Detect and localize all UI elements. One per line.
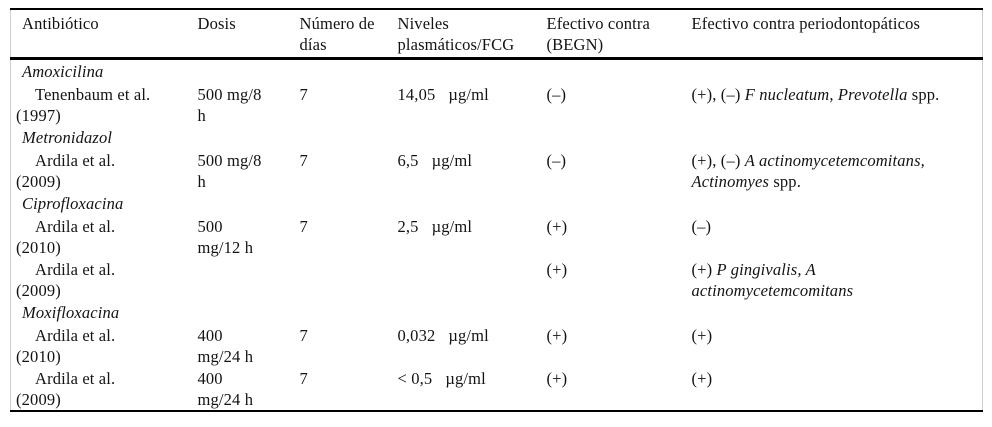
days-cell: 7 [299, 85, 308, 104]
days-cell: 7 [299, 151, 308, 170]
effect-text: (–) [691, 217, 712, 236]
periodonto-effect-cell: (+) [692, 324, 983, 367]
antibiotic-name: Moxifloxacina [22, 303, 120, 322]
begn-effect-cell: (–) [546, 151, 567, 170]
days-cell: 7 [299, 326, 308, 345]
col-header-niveles-plasmaticos: Niveles plasmáticos/FCG [397, 9, 547, 60]
study-row: Ardila et al. (2010) 500 mg/12 h 7 2,5 µg/ml… [11, 215, 983, 258]
antibiotic-name: Amoxicilina [22, 62, 104, 81]
level-value: 2,5 [397, 217, 419, 236]
dose-cell: 400 mg/24 h [197, 326, 254, 366]
begn-effect-cell: (+) [546, 217, 568, 236]
antibiotic-group-row: Moxifloxacina [11, 301, 983, 324]
study-row: Ardila et al. (2009) 500 mg/8 h 7 6,5 µg/ml (… [11, 149, 983, 192]
antibiotic-group-row: Metronidazol [11, 126, 983, 149]
dose-cell: 500 mg/8 h [197, 151, 262, 191]
study-author-cell: Ardila et al. (2010) [16, 326, 116, 366]
col-header-efectivo-begn: Efectivo contra (BEGN) [546, 9, 692, 60]
begn-effect-cell: (–) [546, 85, 567, 104]
study-author-cell: Tenenbaum et al. (1997) [16, 85, 151, 125]
periodonto-effect-cell: (+) [692, 367, 983, 411]
study-author-cell: Ardila et al. (2009) [16, 369, 116, 409]
table-header: Antibiótico Dosis Número de días Niveles… [10, 9, 983, 60]
dose-cell: 500 mg/8 h [197, 85, 262, 125]
header-row: Antibiótico Dosis Número de días Niveles… [10, 9, 983, 60]
study-author-cell: Ardila et al. (2010) [16, 217, 116, 257]
plasma-level-cell: 0,032 µg/ml [398, 324, 547, 367]
periodonto-effect-cell: (+) P gingivalis, A actinomycetemcomitan… [692, 258, 983, 301]
periodonto-effect-cell: (+), (–) A actinomycetemcomitans, Actino… [692, 149, 983, 192]
days-cell: 7 [299, 369, 308, 388]
effect-text: (+) [691, 369, 713, 388]
species-name: F nucleatum, Prevotella [744, 85, 908, 104]
level-unit: µg/ml [431, 217, 473, 236]
effect-text: spp. [769, 171, 801, 191]
study-author-cell: Ardila et al. (2009) [16, 260, 116, 300]
dose-cell: 400 mg/24 h [197, 369, 254, 409]
level-value: 14,05 [397, 85, 436, 104]
antibiotic-group-row: Amoxicilina [11, 59, 983, 84]
begn-effect-cell: (+) [546, 326, 568, 345]
level-unit: µg/ml [448, 85, 489, 104]
antibiotics-table: Antibiótico Dosis Número de días Niveles… [10, 8, 983, 412]
effect-text: (+) [691, 326, 713, 345]
col-header-efectivo-periodontopaticos: Efectivo contra periodontopáticos [691, 9, 983, 60]
plasma-level-cell [398, 258, 547, 301]
level-unit: µg/ml [445, 369, 486, 388]
col-header-dosis: Dosis [197, 9, 300, 60]
dose-cell: 500 mg/12 h [197, 217, 254, 257]
plasma-level-cell: 6,5 µg/ml [398, 149, 547, 192]
days-cell [300, 258, 398, 301]
plasma-level-cell: < 0,5 µg/ml [398, 367, 547, 411]
plasma-level-cell: 14,05 µg/ml [398, 83, 547, 126]
col-header-numero-dias: Número de días [299, 9, 398, 60]
species-name: P gingivalis, A actinomycetemcomitans [691, 260, 854, 300]
begn-effect-cell: (+) [546, 260, 568, 279]
level-value: 6,5 [397, 151, 419, 170]
effect-text: spp. [907, 85, 940, 104]
effect-text: (+), (–) [691, 85, 745, 104]
days-cell: 7 [299, 217, 308, 236]
plasma-level-cell: 2,5 µg/ml [398, 215, 547, 258]
study-row: Ardila et al. (2009) 400 mg/24 h 7 < 0,5 µg/… [11, 367, 983, 411]
periodonto-effect-cell: (+), (–) F nucleatum, Prevotella spp. [692, 83, 983, 126]
level-value: < 0,5 [397, 369, 433, 388]
study-row: Ardila et al. (2010) 400 mg/24 h 7 0,032 µg/… [11, 324, 983, 367]
level-unit: µg/ml [431, 151, 473, 170]
antibiotic-group-row: Ciprofloxacina [11, 192, 983, 215]
study-row: Tenenbaum et al. (1997) 500 mg/8 h 7 14,05 µ… [11, 83, 983, 126]
study-row: Ardila et al. (2009) (+) (+) P gingivalis,… [11, 258, 983, 301]
dose-cell [198, 258, 300, 301]
species-name: A actinomycetemcomitans, Actinomyes [691, 151, 925, 191]
effect-text: (+) [691, 260, 717, 279]
level-unit: µg/ml [448, 326, 489, 345]
level-value: 0,032 [397, 326, 436, 345]
effect-text: (+), (–) [691, 151, 745, 170]
periodonto-effect-cell: (–) [692, 215, 983, 258]
antibiotic-name: Ciprofloxacina [22, 194, 124, 213]
study-author-cell: Ardila et al. (2009) [16, 151, 116, 191]
antibiotic-name: Metronidazol [22, 128, 113, 147]
table-body: Amoxicilina Tenenbaum et al. (1997) 500 mg… [11, 59, 983, 412]
begn-effect-cell: (+) [546, 369, 568, 388]
col-header-antibiotico: Antibiótico [10, 9, 198, 60]
